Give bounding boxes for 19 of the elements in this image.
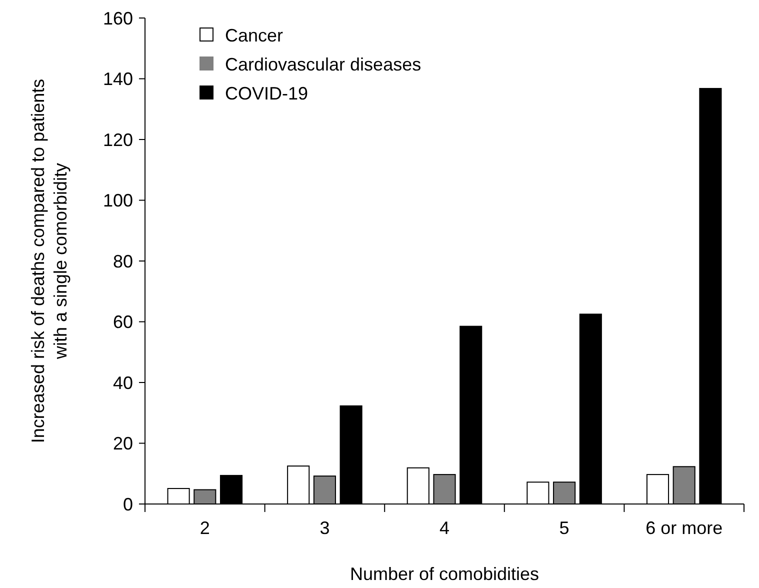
y-tick-label: 120 [102,130,133,150]
x-tick-label: 5 [559,518,570,538]
x-tick-label: 6 or more [646,518,723,538]
legend-label: COVID-19 [225,83,308,104]
y-tick-label: 80 [112,251,133,272]
y-tick-label: 60 [112,312,133,332]
y-tick-label: 20 [112,434,133,454]
legend-label: Cardiovascular diseases [225,54,422,74]
y-axis-title: Increased risk of deaths compared to patients with a single comorbidity [28,78,70,444]
y-tick-label: 0 [122,494,133,514]
y-tick-label: 160 [102,8,133,28]
y-tick-label: 140 [102,69,133,90]
x-tick-label: 2 [200,518,210,538]
x-axis-title: Number of comobidities [350,564,540,584]
y-tick-label: 100 [102,190,133,211]
legend-label: Cancer [225,25,284,46]
y-tick-label: 40 [112,372,133,393]
x-tick-label: 3 [320,518,330,538]
x-tick-label: 4 [439,518,450,538]
